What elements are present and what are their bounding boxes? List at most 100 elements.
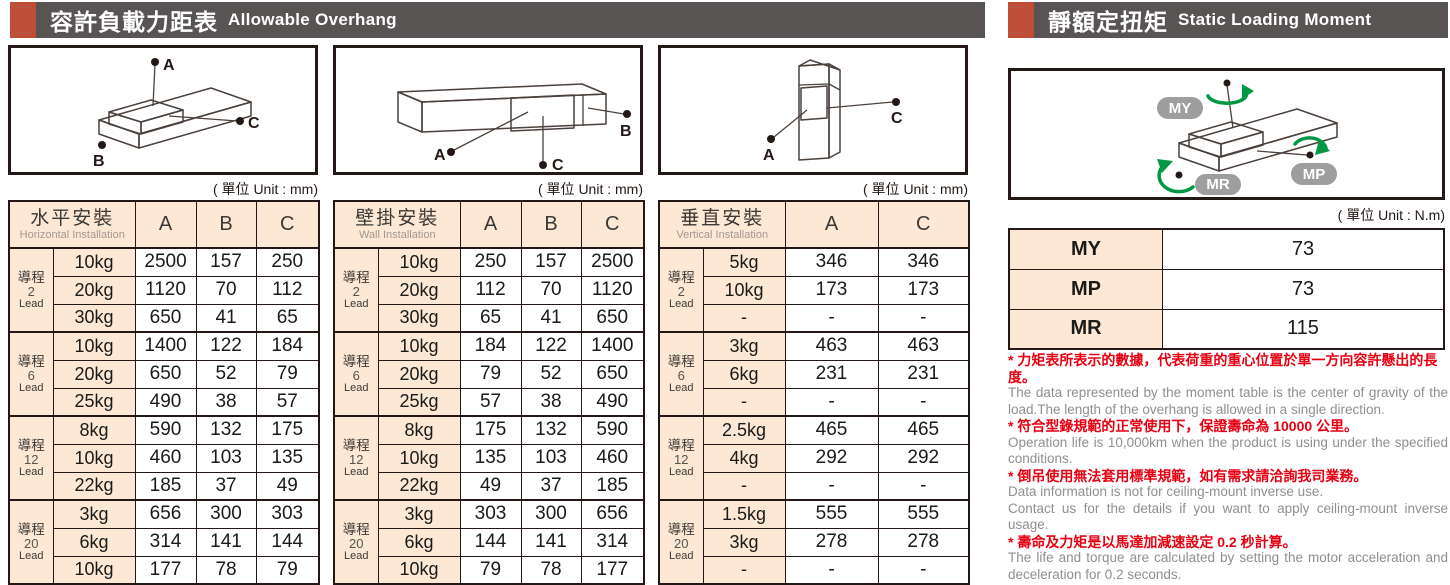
value-cell: 37 bbox=[195, 471, 257, 501]
load-cell: 3kg bbox=[377, 499, 461, 529]
slider-top-face bbox=[1188, 121, 1264, 145]
lead-label-en: Lead bbox=[19, 465, 44, 478]
table-row: 4kg 292 292 bbox=[659, 443, 970, 473]
lead-value: 6 bbox=[352, 367, 360, 383]
note-text-en: The life and torque are calculated by se… bbox=[1008, 550, 1448, 582]
column-right-face bbox=[828, 63, 841, 159]
unit-label-mm: ( 單位 Unit : mm) bbox=[538, 181, 643, 197]
value-cell: 460 bbox=[580, 443, 645, 473]
load-cell: 2.5kg bbox=[702, 415, 786, 445]
table-row: 20kg 650 52 79 bbox=[9, 359, 320, 389]
note-item: * 倒吊使用無法套用標準規範，如有需求請洽詢我司業務。 Data informat… bbox=[1008, 468, 1448, 534]
lead-cell: 導程 2 Lead bbox=[333, 247, 379, 333]
lead-cell: 導程 12 Lead bbox=[8, 415, 54, 501]
value-cell: 38 bbox=[520, 387, 582, 417]
callout-dot-c bbox=[892, 98, 900, 106]
lead-value: 12 bbox=[674, 451, 689, 467]
mr-arrowhead-icon bbox=[1157, 159, 1173, 173]
callout-dot-a bbox=[151, 58, 159, 66]
left-title-zh: 容許負載力距表 bbox=[50, 9, 218, 35]
right-header-bar: 靜額定扭矩 Static Loading Moment bbox=[1034, 2, 1448, 38]
table-row: 導程 2 Lead 5kg 346 346 bbox=[658, 247, 970, 333]
horizontal-actuator-drawing: A C B bbox=[93, 57, 260, 170]
right-title-zh: 靜額定扭矩 bbox=[1048, 9, 1168, 35]
installation-title: 壁掛安裝 Wall Installation bbox=[333, 200, 461, 249]
value-cell: 314 bbox=[134, 527, 197, 557]
wall-installation-table: 壁掛安裝 Wall Installation A B C 導程 2 Lead 10kg 250 15… bbox=[333, 200, 646, 585]
load-cell: 20kg bbox=[377, 359, 461, 389]
lead-value: 12 bbox=[349, 451, 364, 467]
table-row: 6kg 144 141 314 bbox=[334, 527, 645, 557]
lead-label-en: Lead bbox=[669, 465, 694, 478]
load-cell: 10kg bbox=[52, 247, 136, 277]
value-cell: 650 bbox=[580, 359, 645, 389]
value-cell: - bbox=[877, 555, 970, 585]
note-text-zh: * 壽命及力矩是以馬達加減速設定 0.2 秒計算。 bbox=[1008, 533, 1297, 550]
table-row: 6kg 314 141 144 bbox=[9, 527, 320, 557]
table-row: 20kg 1120 70 112 bbox=[9, 275, 320, 305]
value-cell: 463 bbox=[877, 331, 970, 361]
value-cell: 490 bbox=[134, 387, 197, 417]
diagram-label-a: A bbox=[163, 57, 175, 74]
mp-axis-dot bbox=[1306, 151, 1314, 159]
installation-title-zh: 垂直安裝 bbox=[680, 207, 765, 229]
load-cell: 3kg bbox=[52, 499, 136, 529]
header-accent-square bbox=[10, 2, 36, 38]
value-cell: 175 bbox=[459, 415, 522, 445]
lead-cell: 導程 6 Lead bbox=[658, 331, 704, 417]
value-cell: 78 bbox=[195, 555, 257, 585]
mr-label: MR bbox=[1206, 176, 1229, 193]
value-cell: 184 bbox=[255, 331, 320, 361]
load-cell: 22kg bbox=[377, 471, 461, 501]
value-cell: 490 bbox=[580, 387, 645, 417]
table-row: 導程 6 Lead 10kg 184 122 1400 bbox=[333, 331, 645, 417]
lead-label-zh: 導程 bbox=[342, 353, 370, 369]
unit-label-nm: ( 單位 Unit : N.m) bbox=[1337, 207, 1445, 223]
value-cell: 465 bbox=[877, 415, 970, 445]
value-cell: 112 bbox=[459, 275, 522, 305]
value-cell: 37 bbox=[520, 471, 582, 501]
load-cell: - bbox=[702, 303, 786, 333]
callout-line-c bbox=[826, 101, 894, 109]
lead-label-en: Lead bbox=[669, 297, 694, 310]
table-row: 導程 2 Lead 10kg 250 157 2500 bbox=[333, 247, 645, 333]
load-cell: 1.5kg bbox=[702, 499, 786, 529]
table-row: --- bbox=[659, 471, 970, 501]
lead-label-en: Lead bbox=[669, 381, 694, 394]
installation-title-en: Vertical Installation bbox=[676, 228, 769, 241]
load-cell: 10kg bbox=[377, 247, 461, 277]
lead-cell: 導程 12 Lead bbox=[658, 415, 704, 501]
note-item: * 力矩表所表示的數據，代表荷重的重心位置於單一方向容許懸出的長度。 The da… bbox=[1008, 352, 1448, 418]
table-row: 導程 12 Lead 2.5kg 465 465 bbox=[658, 415, 970, 501]
value-cell: - bbox=[784, 471, 879, 501]
value-cell: 144 bbox=[255, 527, 320, 557]
lead-label-zh: 導程 bbox=[667, 353, 695, 369]
value-cell: 231 bbox=[877, 359, 970, 389]
table-row: 導程 6 Lead 3kg 463 463 bbox=[658, 331, 970, 417]
value-cell: 555 bbox=[784, 499, 879, 529]
left-section-header: 容許負載力距表 Allowable Overhang bbox=[10, 2, 985, 38]
table-row: 導程 12 Lead 8kg 175 132 590 bbox=[333, 415, 645, 501]
value-cell: 144 bbox=[459, 527, 522, 557]
my-label-pill bbox=[1157, 97, 1203, 119]
value-cell: 141 bbox=[195, 527, 257, 557]
column-header: B bbox=[520, 200, 582, 249]
value-cell: 300 bbox=[520, 499, 582, 529]
mr-rotation-arrow bbox=[1157, 162, 1195, 194]
lead-cell: 導程 20 Lead bbox=[333, 499, 379, 585]
load-cell: - bbox=[702, 471, 786, 501]
table-row: 導程 20 Lead 1.5kg 555 555 bbox=[658, 499, 970, 585]
value-cell: 52 bbox=[195, 359, 257, 389]
value-cell: - bbox=[784, 555, 879, 585]
lead-value: 20 bbox=[674, 535, 689, 551]
lead-label-zh: 導程 bbox=[342, 521, 370, 537]
table-row: MY 73 bbox=[1008, 228, 1445, 270]
callout-line-a bbox=[453, 111, 529, 151]
lead-label-zh: 導程 bbox=[342, 269, 370, 285]
load-cell: 25kg bbox=[377, 387, 461, 417]
load-cell: 10kg bbox=[702, 275, 786, 305]
left-title-en: Allowable Overhang bbox=[228, 10, 397, 29]
value-cell: 346 bbox=[877, 247, 970, 277]
note-text-en: The data represented by the moment table… bbox=[1008, 385, 1448, 417]
note-text-en: Contact us for the details if you want t… bbox=[1008, 500, 1448, 533]
